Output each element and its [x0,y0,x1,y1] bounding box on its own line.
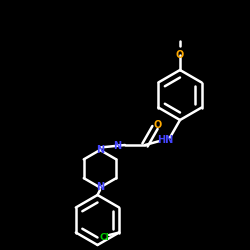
Text: HN: HN [157,135,173,145]
Text: O: O [154,120,162,130]
Text: Cl: Cl [99,233,109,242]
Text: N: N [96,182,104,192]
Text: O: O [176,50,184,60]
Text: N: N [114,141,122,151]
Text: N: N [96,145,104,155]
